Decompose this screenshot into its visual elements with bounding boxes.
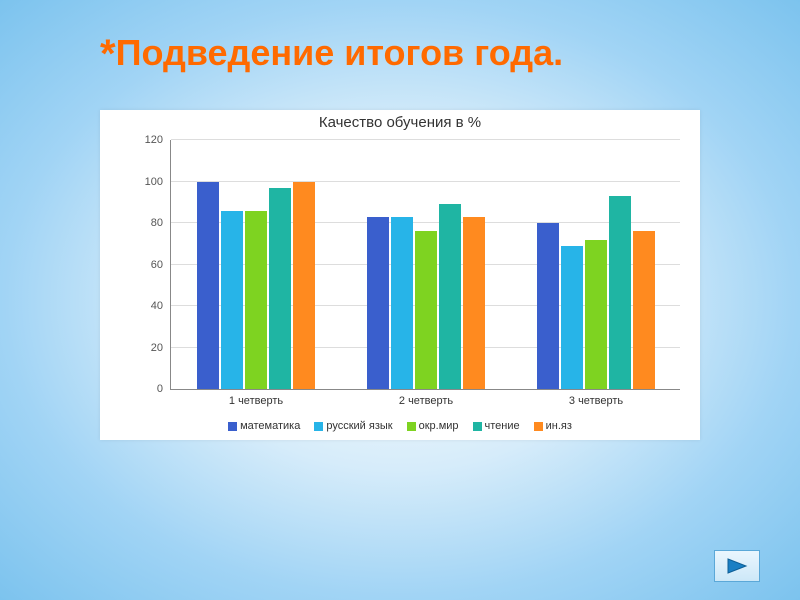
legend: математика русский язык окр.мир чтение ин.яз (100, 420, 700, 432)
legend-swatch (473, 422, 482, 431)
play-icon (726, 557, 748, 575)
x-axis-label: 3 четверть (569, 395, 623, 407)
bar (197, 182, 219, 390)
legend-swatch (228, 422, 237, 431)
next-slide-button[interactable] (714, 550, 760, 582)
legend-label: чтение (485, 420, 520, 432)
x-axis-label: 2 четверть (399, 395, 453, 407)
bar (585, 240, 607, 389)
legend-label: ин.яз (546, 420, 572, 432)
slide-title: *Подведение итогов года. (100, 32, 563, 77)
legend-item: ин.яз (534, 420, 572, 432)
bar (633, 231, 655, 389)
bar-group: 2 четверть (367, 140, 485, 389)
x-axis-label: 1 четверть (229, 395, 283, 407)
legend-label: окр.мир (419, 420, 459, 432)
legend-swatch (314, 422, 323, 431)
y-tick-label: 60 (137, 259, 163, 271)
legend-item: чтение (473, 420, 520, 432)
y-tick-label: 0 (137, 383, 163, 395)
y-tick-label: 100 (137, 176, 163, 188)
y-tick-label: 40 (137, 300, 163, 312)
y-tick-label: 80 (137, 217, 163, 229)
chart-title: Качество обучения в % (100, 110, 700, 131)
bar-group: 3 четверть (537, 140, 655, 389)
bar (609, 196, 631, 389)
bar (537, 223, 559, 389)
y-tick-label: 120 (137, 134, 163, 146)
bar (415, 231, 437, 389)
bar (269, 188, 291, 389)
bar-group: 1 четверть (197, 140, 315, 389)
legend-swatch (407, 422, 416, 431)
legend-swatch (534, 422, 543, 431)
bar (439, 204, 461, 389)
slide-title-text: Подведение итогов года. (116, 32, 564, 73)
bar (367, 217, 389, 389)
bar (221, 211, 243, 389)
bar (391, 217, 413, 389)
bar (561, 246, 583, 389)
legend-item: математика (228, 420, 300, 432)
legend-label: русский язык (326, 420, 392, 432)
legend-label: математика (240, 420, 300, 432)
plot-area: 0204060801001201 четверть2 четверть3 чет… (170, 140, 680, 390)
legend-item: окр.мир (407, 420, 459, 432)
y-tick-label: 20 (137, 342, 163, 354)
legend-item: русский язык (314, 420, 392, 432)
chart-container: Качество обучения в % 0 20 40 60 80 100 120 1 ч… (100, 110, 700, 440)
bar (463, 217, 485, 389)
bar (293, 182, 315, 390)
asterisk-icon: * (100, 32, 116, 76)
bar (245, 211, 267, 389)
